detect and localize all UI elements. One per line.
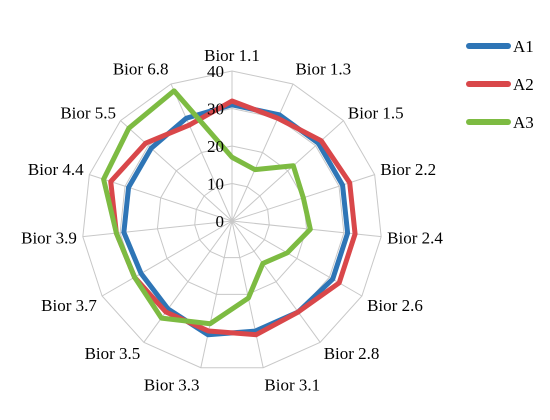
- grid-ring: [156, 145, 308, 295]
- grid-spoke: [120, 120, 233, 222]
- category-label: Bior 3.9: [21, 228, 77, 247]
- category-label: Bior 1.1: [204, 46, 260, 65]
- legend-label-a1: A1: [513, 37, 534, 56]
- category-label: Bior 6.8: [113, 59, 169, 78]
- legend-label-a2: A2: [513, 75, 534, 94]
- radial-axis-ticks: 0 10 20 30 40: [207, 62, 224, 231]
- grid-spoke: [231, 120, 344, 222]
- radial-tick-label: 0: [216, 212, 225, 231]
- radial-tick-label: 30: [207, 100, 224, 119]
- series-layer: [101, 88, 358, 338]
- legend: A1 A2 A3: [466, 37, 534, 132]
- series-line-a2: [108, 98, 358, 338]
- radial-tick-label: 40: [207, 62, 224, 81]
- grid-spoke: [170, 83, 233, 222]
- radial-tick-label: 10: [207, 175, 224, 194]
- legend-label-a3: A3: [513, 113, 534, 132]
- series-line-a3: [101, 88, 313, 327]
- grid-ring: [82, 70, 382, 369]
- category-label: Bior 5.5: [60, 104, 116, 123]
- grid-spoke: [101, 220, 233, 297]
- category-labels: Bior 1.1 Bior 1.3 Bior 1.5 Bior 2.2 Bior 2.4…: [21, 46, 443, 395]
- grid: [82, 70, 382, 369]
- category-label: Bior 3.3: [144, 376, 200, 395]
- category-label: Bior 2.2: [380, 160, 436, 179]
- category-label: Bior 3.7: [41, 296, 97, 315]
- category-label: Bior 4.4: [28, 160, 84, 179]
- radial-tick-label: 20: [207, 137, 224, 156]
- category-label: Bior 2.8: [324, 344, 380, 363]
- grid-spoke: [200, 220, 233, 368]
- category-label: Bior 1.5: [348, 104, 404, 123]
- category-label: Bior 1.3: [295, 59, 351, 78]
- grid-ring: [194, 182, 270, 259]
- grid-spoke: [82, 220, 233, 238]
- grid-spoke: [143, 220, 233, 343]
- category-label: Bior 2.4: [387, 228, 443, 247]
- category-label: Bior 3.5: [85, 344, 141, 363]
- category-label: Bior 3.1: [264, 376, 320, 395]
- grid-spoke: [231, 220, 321, 343]
- category-label: Bior 2.6: [367, 296, 423, 315]
- grid-spoke: [231, 83, 294, 222]
